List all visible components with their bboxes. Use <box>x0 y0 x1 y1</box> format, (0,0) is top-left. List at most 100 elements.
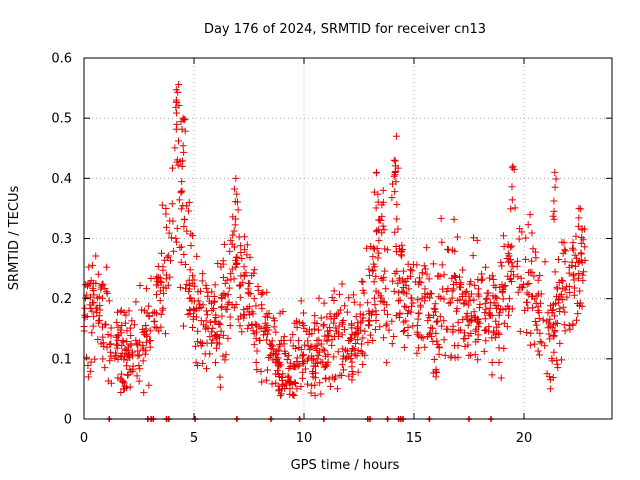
data-point <box>174 88 182 96</box>
data-point <box>402 281 410 289</box>
data-point <box>166 217 174 225</box>
data-point <box>258 305 266 313</box>
data-point <box>155 327 163 335</box>
data-point <box>194 361 202 369</box>
data-point <box>453 305 461 313</box>
data-point <box>116 326 124 334</box>
data-point <box>81 304 89 312</box>
data-point <box>203 365 211 373</box>
data-point <box>320 299 328 307</box>
data-point <box>373 244 381 252</box>
data-point <box>400 327 408 335</box>
data-point <box>194 297 202 305</box>
data-point <box>488 358 496 366</box>
data-point <box>183 202 191 210</box>
data-point <box>326 383 334 391</box>
data-point <box>430 311 438 319</box>
data-point <box>171 144 179 152</box>
x-tick-label: 15 <box>406 431 423 446</box>
data-point <box>354 336 362 344</box>
data-point <box>139 342 147 350</box>
data-point <box>456 273 464 281</box>
data-point <box>117 389 125 397</box>
data-point <box>565 269 573 277</box>
data-point <box>99 355 107 363</box>
data-point <box>117 370 125 378</box>
data-point <box>173 109 181 117</box>
data-point <box>560 321 568 329</box>
data-point <box>274 354 282 362</box>
data-point <box>574 274 582 282</box>
data-point <box>491 334 499 342</box>
data-point <box>455 327 463 335</box>
data-point <box>92 280 100 288</box>
data-point <box>369 253 377 261</box>
y-tick-label: 0.6 <box>51 52 72 67</box>
data-point <box>392 132 400 140</box>
data-point <box>400 318 408 326</box>
data-point <box>293 385 301 393</box>
data-point <box>379 298 387 306</box>
data-point <box>454 318 462 326</box>
data-point <box>300 309 308 317</box>
data-point <box>319 345 327 353</box>
data-point <box>121 319 129 327</box>
data-point <box>384 310 392 318</box>
data-point <box>435 344 443 352</box>
data-point <box>193 305 201 313</box>
data-point <box>152 281 160 289</box>
data-point <box>209 336 217 344</box>
data-point <box>551 327 559 335</box>
data-points <box>80 80 589 400</box>
data-point <box>145 302 153 310</box>
data-point <box>143 338 151 346</box>
data-point <box>423 291 431 299</box>
data-point <box>366 317 374 325</box>
data-point <box>300 321 308 329</box>
data-point <box>257 367 265 375</box>
data-point <box>143 285 151 293</box>
data-point <box>451 247 459 255</box>
data-point <box>507 205 515 213</box>
data-point <box>219 352 227 360</box>
data-point <box>240 306 248 314</box>
data-point <box>451 342 459 350</box>
data-point <box>575 204 583 212</box>
data-point <box>322 362 330 370</box>
data-point <box>285 373 293 381</box>
data-point <box>99 333 107 341</box>
data-point <box>359 311 367 319</box>
data-point <box>114 332 122 340</box>
data-point <box>265 354 273 362</box>
data-point <box>440 317 448 325</box>
data-point <box>369 244 377 252</box>
data-point <box>482 295 490 303</box>
data-point <box>178 187 186 195</box>
data-point <box>128 317 136 325</box>
data-point <box>492 293 500 301</box>
data-point <box>393 215 401 223</box>
data-point <box>505 295 513 303</box>
data-point <box>330 353 338 361</box>
data-point <box>289 363 297 371</box>
data-point <box>516 327 524 335</box>
data-point <box>345 372 353 380</box>
data-point <box>413 261 421 269</box>
data-point <box>99 294 107 302</box>
data-point <box>136 365 144 373</box>
data-point <box>215 333 223 341</box>
data-point <box>477 276 485 284</box>
data-point <box>177 189 185 197</box>
data-point <box>272 370 280 378</box>
data-point <box>214 259 222 267</box>
data-point <box>190 306 198 314</box>
data-point <box>295 337 303 345</box>
data-point <box>92 252 100 260</box>
data-point <box>434 341 442 349</box>
data-point <box>555 296 563 304</box>
data-point <box>185 207 193 215</box>
data-point <box>300 358 308 366</box>
data-point <box>342 346 350 354</box>
data-point <box>398 245 406 253</box>
data-point <box>436 313 444 321</box>
